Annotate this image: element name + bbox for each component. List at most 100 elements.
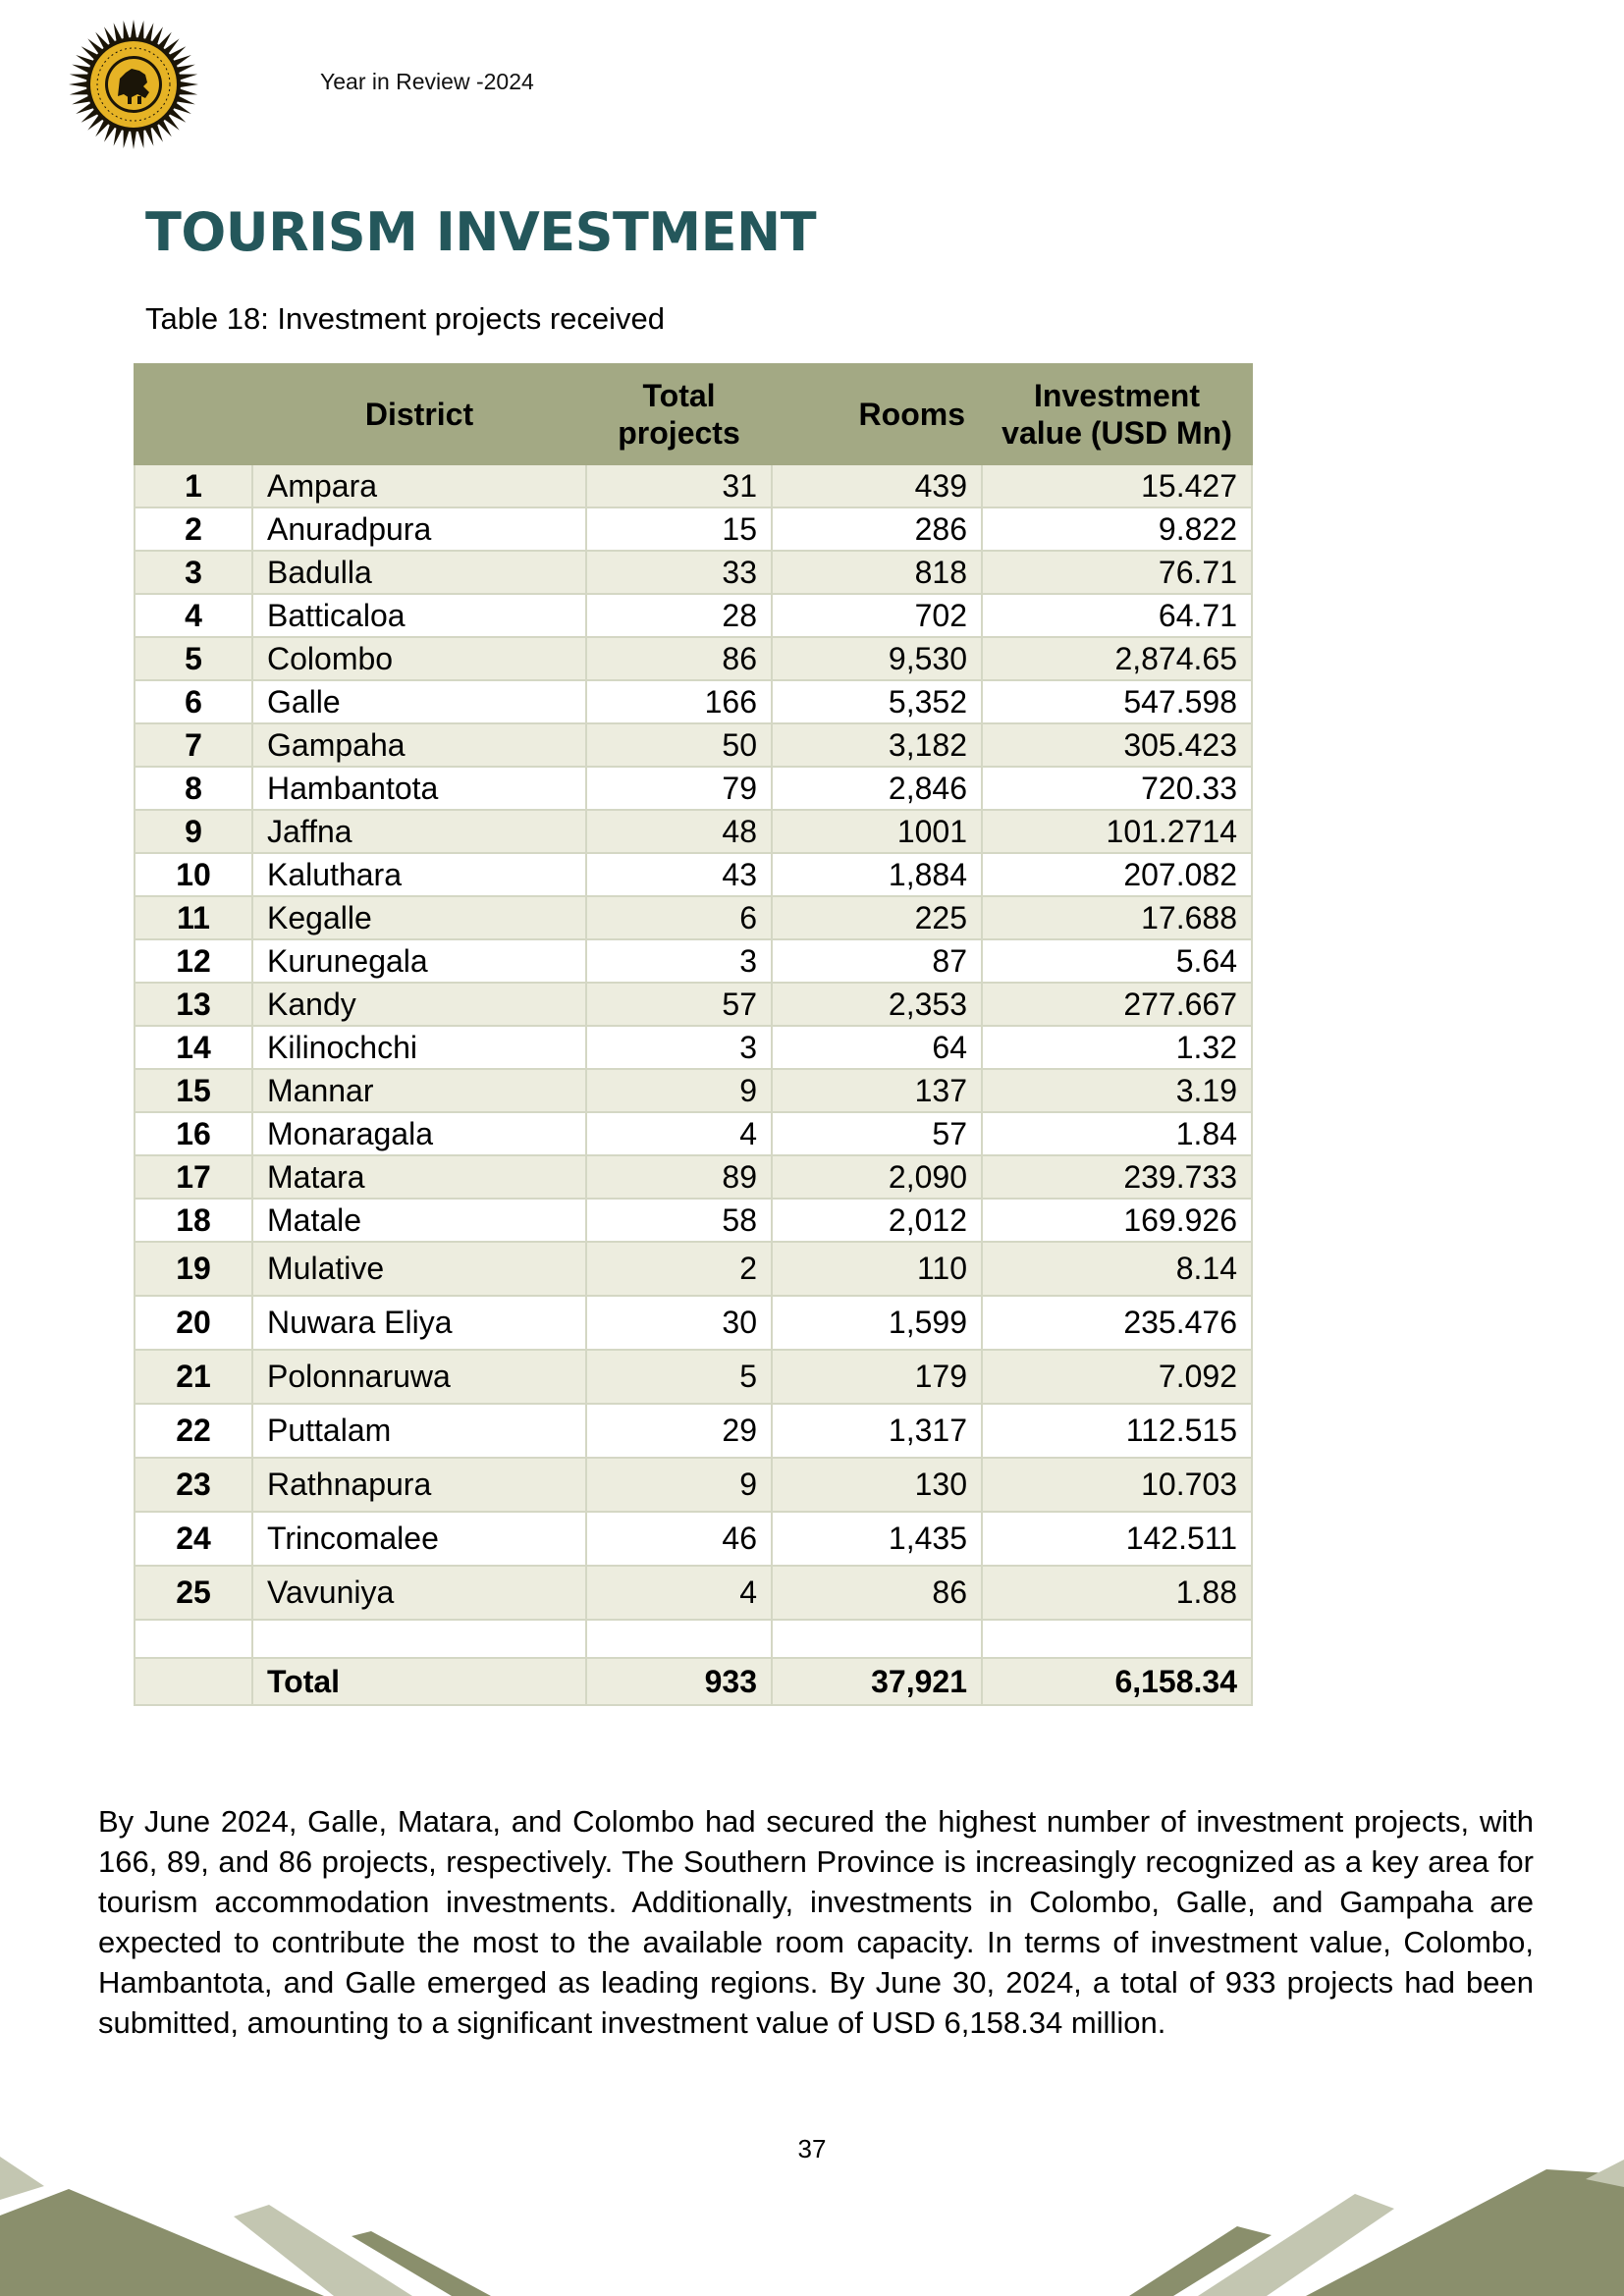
row-number: 19 (134, 1241, 253, 1297)
investment-value: 5.64 (981, 938, 1253, 984)
district-name: Nuwara Eliya (251, 1295, 587, 1351)
column-header-total-projects: Total projects (585, 363, 773, 465)
rooms-value: 137 (771, 1068, 983, 1113)
investment-value: 547.598 (981, 679, 1253, 724)
total-projects-value: 4 (585, 1565, 773, 1621)
district-name: Gampaha (251, 722, 587, 768)
table-row: 17 Matara 89 2,090 239.733 (134, 1154, 1253, 1200)
total-projects-value: 15 (585, 507, 773, 552)
investment-value: 76.71 (981, 550, 1253, 595)
row-number: 14 (134, 1025, 253, 1070)
rooms-value: 1,317 (771, 1403, 983, 1459)
rooms-value: 57 (771, 1111, 983, 1156)
empty-cell (981, 1619, 1253, 1659)
investment-value: 15.427 (981, 463, 1253, 508)
table-row: 12 Kurunegala 3 87 5.64 (134, 938, 1253, 984)
rooms-value: 87 (771, 938, 983, 984)
row-number: 22 (134, 1403, 253, 1459)
table-row: 5 Colombo 86 9,530 2,874.65 (134, 636, 1253, 681)
total-projects-value: 6 (585, 895, 773, 940)
investment-value: 720.33 (981, 766, 1253, 811)
table-row: 2 Anuradpura 15 286 9.822 (134, 507, 1253, 552)
table-row: 9 Jaffna 48 1001 101.2714 (134, 809, 1253, 854)
total-projects-value: 46 (585, 1511, 773, 1567)
empty-cell (771, 1619, 983, 1659)
district-name: Anuradpura (251, 507, 587, 552)
table-total-row: Total 933 37,921 6,158.34 (134, 1657, 1253, 1706)
investment-value: 64.71 (981, 593, 1253, 638)
rooms-value: 2,353 (771, 982, 983, 1027)
total-projects-value: 33 (585, 550, 773, 595)
investment-table: District Total projects Rooms Investment… (134, 363, 1253, 1706)
district-name: Kandy (251, 982, 587, 1027)
rooms-value: 2,012 (771, 1198, 983, 1243)
total-projects-value: 79 (585, 766, 773, 811)
district-name: Vavuniya (251, 1565, 587, 1621)
table-row: 19 Mulative 2 110 8.14 (134, 1241, 1253, 1297)
page-number: 37 (797, 2134, 827, 2163)
row-number: 13 (134, 982, 253, 1027)
district-name: Polonnaruwa (251, 1349, 587, 1405)
table-row: 14 Kilinochchi 3 64 1.32 (134, 1025, 1253, 1070)
rooms-value: 1001 (771, 809, 983, 854)
total-label: Total (251, 1657, 587, 1706)
investment-value: 235.476 (981, 1295, 1253, 1351)
column-header-rooms: Rooms (771, 363, 983, 465)
row-number: 23 (134, 1457, 253, 1513)
row-number: 25 (134, 1565, 253, 1621)
rooms-value: 1,435 (771, 1511, 983, 1567)
district-name: Ampara (251, 463, 587, 508)
rooms-value: 64 (771, 1025, 983, 1070)
row-number: 15 (134, 1068, 253, 1113)
tourism-authority-logo-icon (69, 20, 198, 149)
rooms-value: 1,884 (771, 852, 983, 897)
rooms-value: 3,182 (771, 722, 983, 768)
empty-cell (585, 1619, 773, 1659)
investment-value: 9.822 (981, 507, 1253, 552)
row-number: 24 (134, 1511, 253, 1567)
investment-value: 305.423 (981, 722, 1253, 768)
total-projects-value: 28 (585, 593, 773, 638)
table-row: 21 Polonnaruwa 5 179 7.092 (134, 1349, 1253, 1405)
district-name: Hambantota (251, 766, 587, 811)
column-header-investment-value: Investment value (USD Mn) (981, 363, 1253, 465)
table-row: 24 Trincomalee 46 1,435 142.511 (134, 1511, 1253, 1567)
running-header: Year in Review -2024 (320, 69, 534, 94)
table-header-row: District Total projects Rooms Investment… (134, 363, 1253, 465)
total-projects-value: 9 (585, 1457, 773, 1513)
row-number: 10 (134, 852, 253, 897)
empty-cell (251, 1619, 587, 1659)
investment-value: 10.703 (981, 1457, 1253, 1513)
district-name: Monaragala (251, 1111, 587, 1156)
row-number: 17 (134, 1154, 253, 1200)
table-row: 15 Mannar 9 137 3.19 (134, 1068, 1253, 1113)
total-investment-sum: 6,158.34 (981, 1657, 1253, 1706)
column-header-district: District (251, 363, 587, 465)
table-spacer-row (134, 1619, 1253, 1659)
summary-paragraph: By June 2024, Galle, Matara, and Colombo… (98, 1804, 1534, 2040)
investment-value: 17.688 (981, 895, 1253, 940)
investment-value: 239.733 (981, 1154, 1253, 1200)
table-row: 22 Puttalam 29 1,317 112.515 (134, 1403, 1253, 1459)
investment-value: 207.082 (981, 852, 1253, 897)
row-number: 7 (134, 722, 253, 768)
investment-value: 277.667 (981, 982, 1253, 1027)
total-projects-value: 30 (585, 1295, 773, 1351)
investment-value: 1.32 (981, 1025, 1253, 1070)
district-name: Trincomalee (251, 1511, 587, 1567)
row-number: 2 (134, 507, 253, 552)
total-projects-value: 50 (585, 722, 773, 768)
rooms-value: 225 (771, 895, 983, 940)
rooms-value: 286 (771, 507, 983, 552)
total-projects-sum: 933 (585, 1657, 773, 1706)
investment-value: 7.092 (981, 1349, 1253, 1405)
rooms-value: 702 (771, 593, 983, 638)
district-name: Kegalle (251, 895, 587, 940)
table-row: 7 Gampaha 50 3,182 305.423 (134, 722, 1253, 768)
rooms-value: 130 (771, 1457, 983, 1513)
empty-cell (134, 1657, 253, 1706)
district-name: Matara (251, 1154, 587, 1200)
row-number: 8 (134, 766, 253, 811)
row-number: 9 (134, 809, 253, 854)
table-row: 20 Nuwara Eliya 30 1,599 235.476 (134, 1295, 1253, 1351)
